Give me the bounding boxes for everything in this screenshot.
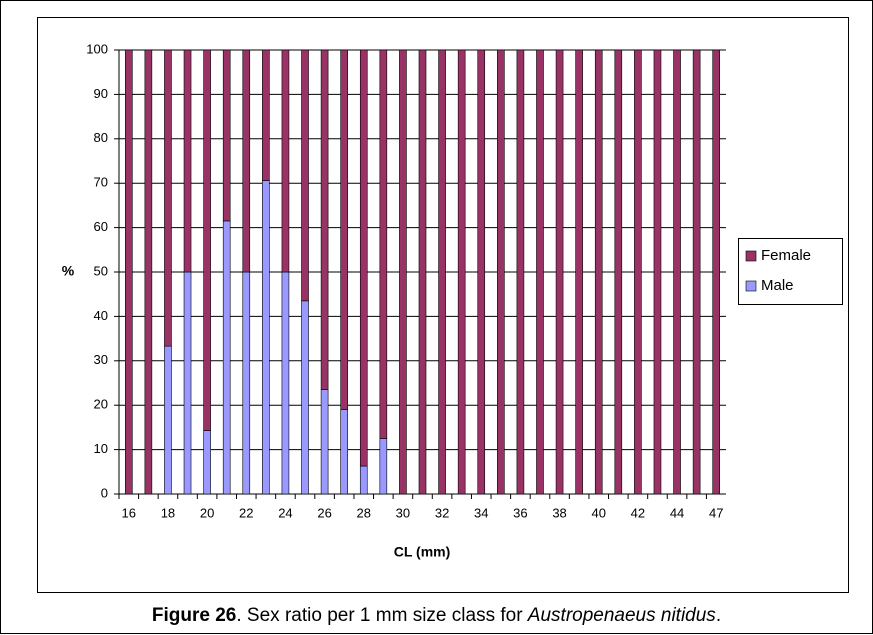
bar-segment [301,49,309,302]
bar-segment [242,49,251,273]
y-axis-title: % [62,263,75,279]
x-tick-label: 42 [631,505,645,520]
bar-segment [594,49,603,495]
y-tick-label: 40 [94,308,108,323]
bar-segment [575,49,583,495]
x-tick-label: 32 [435,505,449,520]
y-tick-label: 0 [101,485,108,500]
x-tick-label: 47 [709,505,723,520]
bar-segment [222,49,231,222]
bar-segment [497,49,505,495]
y-tick-label: 10 [94,441,108,456]
bar-segment [262,49,270,181]
bar-segment [320,49,329,390]
x-tick-label: 24 [278,505,292,520]
bar-segment [673,49,681,495]
legend-swatch [745,250,757,262]
bar-segment [340,409,348,495]
x-tick-label: 18 [161,505,175,520]
y-tick-label: 60 [94,219,108,234]
caption-text: . Sex ratio per 1 mm size class for [236,605,528,626]
bar-segment [379,49,388,439]
bar-segment [614,49,623,495]
bar-segment [164,49,172,347]
bar-segment [418,49,427,495]
y-tick-label: 50 [94,263,108,278]
bar-segment [262,180,270,495]
bar-segment [692,49,701,495]
bar-segment [379,438,388,495]
x-tick-label: 30 [396,505,410,520]
bar-segment [320,389,329,495]
bar-segment [457,49,466,495]
y-tick-label: 20 [94,397,108,412]
bar-segment [242,271,251,495]
chart-frame [37,17,849,593]
x-tick-label: 28 [357,505,371,520]
y-tick-label: 100 [86,41,108,56]
bar-segment [438,49,446,495]
x-tick-label: 38 [552,505,566,520]
bar-segment [340,49,348,410]
x-tick-label: 36 [513,505,527,520]
x-tick-label: 40 [591,505,605,520]
x-tick-label: 16 [122,505,136,520]
bar-segment [281,49,290,273]
x-tick-label: 20 [200,505,214,520]
bar-segment [359,465,368,495]
bar-segment [634,49,642,495]
bar-segment [516,49,525,495]
chart: % CL (mm) 0 10 20 30 40 50 60 70 80 90 100 16 18 20 22… [0,0,873,598]
caption: Figure 26. Sex ratio per 1 mm size class… [0,598,873,634]
x-axis-title: CL (mm) [394,544,451,560]
y-tick-label: 80 [94,130,108,145]
legend-label: Male [761,277,794,294]
bar-segment [164,345,172,495]
bar-segment [124,49,133,495]
caption-species: Austropenaeus nitidus [527,605,716,626]
legend-box [738,238,843,305]
bar-segment [536,49,544,495]
bar-segment [281,271,290,495]
bar-segment [555,49,564,495]
bar-segment [653,49,662,495]
bar-segment [144,49,153,495]
x-tick-label: 44 [670,505,684,520]
bar-segment [712,49,721,495]
legend-swatch [745,280,757,292]
x-tick-label: 34 [474,505,488,520]
y-tick-label: 30 [94,352,108,367]
bar-segment [222,220,231,495]
bar-segment [183,271,192,495]
bar-segment [301,300,309,495]
bar-segment [203,430,211,495]
x-tick-label: 26 [317,505,331,520]
bar-segment [477,49,486,495]
y-tick-label: 70 [94,175,108,190]
bar-segment [203,49,211,431]
caption-label: Figure 26 [151,605,237,626]
y-tick-label: 90 [94,86,108,101]
legend-label: Female [761,247,811,264]
bar-segment [399,49,407,495]
bar-segment [183,49,192,273]
bar-segment [359,49,368,467]
x-tick-label: 22 [239,505,253,520]
caption-end: . [715,605,722,626]
